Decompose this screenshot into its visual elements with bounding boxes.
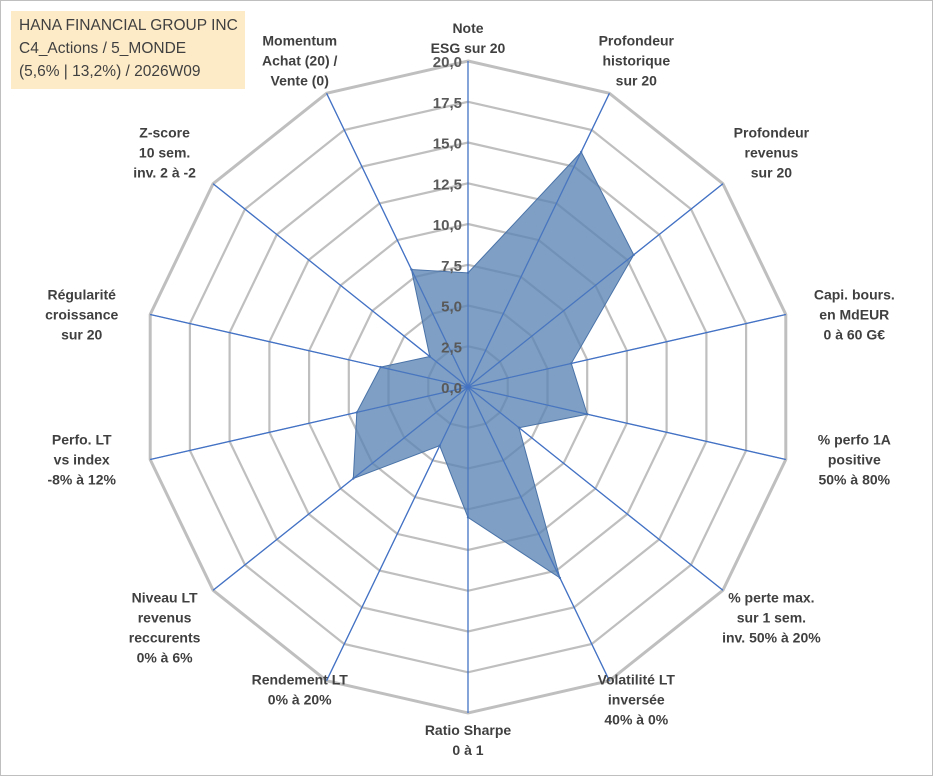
- spoke-overlay-10: [150, 386, 469, 460]
- spoke-overlay-13: [326, 93, 469, 388]
- axis-label-line: ESG sur 20: [431, 40, 506, 56]
- axis-labels: Note ESG sur 20 Profondeur historique sur 20…: [45, 20, 895, 758]
- axis-label-line: Capi. bours.: [814, 287, 895, 303]
- axis-label-11: Régularité croissance sur 20: [45, 287, 118, 343]
- axis-label-line: reccurents: [129, 629, 201, 645]
- tick-label-7: 17,5: [433, 95, 462, 112]
- tick-label-5: 12,5: [433, 176, 462, 193]
- axis-label-line: revenus: [138, 609, 192, 625]
- axis-label-line: Note: [452, 20, 483, 36]
- series-area: [352, 151, 635, 580]
- axis-label-line: % perte max.: [728, 589, 814, 605]
- axis-label-line: Profondeur: [734, 125, 810, 141]
- spoke-overlay-8: [326, 386, 469, 681]
- axis-label-12: Z-score 10 sem. inv. 2 à -2: [133, 125, 196, 181]
- axis-label-line: Ratio Sharpe: [425, 722, 512, 738]
- axis-label-line: sur 20: [751, 165, 792, 181]
- tick-label-8: 20,0: [433, 54, 462, 71]
- axis-label-1: Profondeur historique sur 20: [599, 32, 675, 88]
- spoke-overlay-2: [467, 183, 724, 388]
- axis-label-line: inv. 2 à -2: [133, 165, 196, 181]
- axis-label-line: vs index: [54, 452, 110, 468]
- axis-label-line: Vente (0): [271, 72, 329, 88]
- axis-label-line: Volatilité LT: [598, 672, 676, 688]
- axis-label-8: Rendement LT 0% à 20%: [252, 672, 349, 708]
- stats-label: (5,6% | 13,2%) / 2026W09: [19, 63, 201, 80]
- spoke-overlay-6: [467, 386, 610, 681]
- axis-label-line: Profondeur: [599, 32, 675, 48]
- axis-label-5: % perte max. sur 1 sem. inv. 50% à 20%: [722, 589, 821, 645]
- axis-label-10: Perfo. LT vs index -8% à 12%: [47, 432, 116, 488]
- spoke-overlay-11: [150, 314, 469, 388]
- spoke-overlay-3: [467, 314, 786, 388]
- axis-label-line: 10 sem.: [139, 145, 190, 161]
- axis-label-line: Régularité: [47, 287, 116, 303]
- axis-label-line: 50% à 80%: [818, 472, 890, 488]
- axis-label-9: Niveau LT revenus reccurents 0% à 6%: [129, 589, 201, 665]
- tick-label-0: 0,0: [441, 380, 462, 397]
- axis-label-0: Note ESG sur 20: [431, 20, 506, 56]
- axis-label-line: 0 à 60 G€: [824, 327, 886, 343]
- spoke-overlay-1: [467, 93, 610, 388]
- axis-label-line: en MdEUR: [819, 307, 889, 323]
- tick-label-3: 7,5: [441, 258, 462, 275]
- axis-label-line: inv. 50% à 20%: [722, 629, 821, 645]
- axis-label-line: inversée: [608, 692, 665, 708]
- axis-label-6: Volatilité LT inversée 40% à 0%: [598, 672, 676, 728]
- spoke-overlay-9: [212, 386, 469, 591]
- axis-label-line: 0 à 1: [452, 742, 483, 758]
- tick-label-6: 15,0: [433, 136, 462, 153]
- axis-label-line: % perfo 1A: [818, 432, 891, 448]
- tick-label-1: 2,5: [441, 339, 462, 356]
- category-label: C4_Actions / 5_MONDE: [19, 40, 187, 57]
- axis-label-line: croissance: [45, 307, 118, 323]
- axis-label-line: 0% à 20%: [268, 692, 332, 708]
- tick-label-2: 5,0: [441, 299, 462, 316]
- axis-label-line: Rendement LT: [252, 672, 349, 688]
- axis-label-4: % perfo 1A positive 50% à 80%: [818, 432, 891, 488]
- spoke-overlay-12: [212, 183, 469, 388]
- axis-label-line: 40% à 0%: [604, 712, 668, 728]
- axis-label-line: sur 1 sem.: [737, 609, 806, 625]
- axis-label-2: Profondeur revenus sur 20: [734, 125, 810, 181]
- axis-label-line: -8% à 12%: [47, 472, 116, 488]
- axis-label-line: Z-score: [139, 125, 190, 141]
- axis-label-line: revenus: [745, 145, 799, 161]
- axis-label-line: sur 20: [616, 72, 657, 88]
- tick-label-4: 10,0: [433, 217, 462, 234]
- company-name: HANA FINANCIAL GROUP INC: [19, 17, 238, 34]
- axis-label-line: Niveau LT: [132, 589, 198, 605]
- radial-tick-labels: 0,0 2,5 5,0 7,5 10,0 12,5 15,0 17,5 20,0: [433, 54, 462, 397]
- info-box: HANA FINANCIAL GROUP INC C4_Actions / 5_…: [11, 11, 245, 89]
- spoke-overlay-5: [467, 386, 724, 591]
- axis-label-line: Achat (20) /: [262, 52, 338, 68]
- axis-label-line: positive: [828, 452, 881, 468]
- axis-label-13: Momentum Achat (20) / Vente (0): [262, 32, 338, 88]
- axis-label-line: sur 20: [61, 327, 102, 343]
- spoke-overlay-4: [467, 386, 786, 460]
- axis-label-3: Capi. bours. en MdEUR 0 à 60 G€: [814, 287, 895, 343]
- axis-label-line: Perfo. LT: [52, 432, 112, 448]
- axis-label-7: Ratio Sharpe 0 à 1: [425, 722, 512, 758]
- axis-label-line: Momentum: [262, 32, 337, 48]
- radar-series: [150, 61, 786, 713]
- axis-label-line: 0% à 6%: [137, 649, 194, 665]
- axis-label-line: historique: [602, 52, 670, 68]
